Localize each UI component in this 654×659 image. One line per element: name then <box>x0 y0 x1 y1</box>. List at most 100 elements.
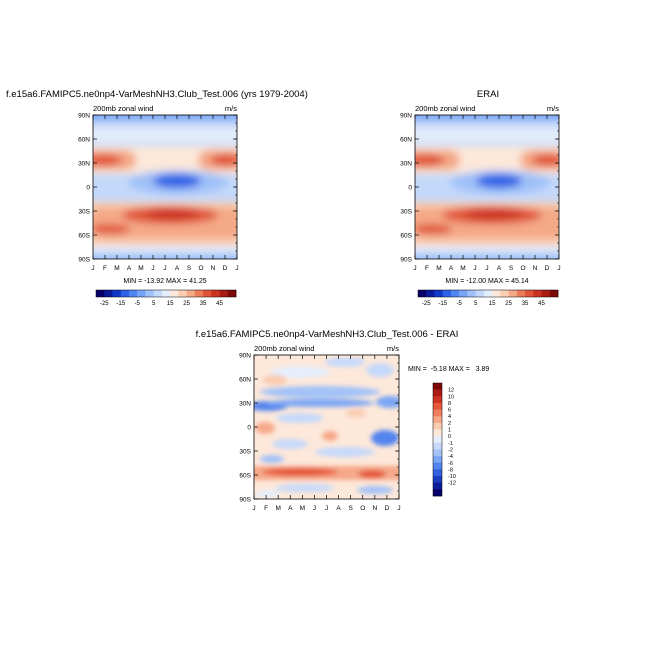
panel-model-sh-jet-core <box>93 224 130 234</box>
colorbar-swatch <box>434 290 444 297</box>
colorbar-label: -10 <box>448 474 456 480</box>
y-tick-label: 30N <box>400 160 412 167</box>
colorbar-label: -15 <box>116 301 125 307</box>
panel-diff: f.e15a6.FAMIPC5.ne0np4-VarMeshNH3.Club_T… <box>196 329 490 512</box>
panel-erai-plot-area <box>415 115 559 259</box>
colorbar-swatch <box>112 290 122 297</box>
y-tick-label: 90S <box>239 496 251 503</box>
panel-model-nh-jet-core <box>93 154 122 166</box>
y-tick-label: 60S <box>78 232 90 239</box>
x-tick-label: S <box>509 265 514 272</box>
colorbar-swatch <box>153 290 163 297</box>
y-tick-label: 60S <box>400 232 412 239</box>
colorbar-label: 15 <box>167 301 174 307</box>
x-tick-label: S <box>348 505 353 512</box>
colorbar-swatch <box>104 290 113 297</box>
y-tick-label: 0 <box>408 184 412 191</box>
y-tick-label: 0 <box>247 424 251 431</box>
colorbar-label: 10 <box>448 394 454 400</box>
x-tick-label: A <box>288 505 293 512</box>
colorbar-swatch <box>549 290 559 297</box>
colorbar-swatch <box>145 290 154 297</box>
colorbar-label: 5 <box>474 301 478 307</box>
colorbar-label: 35 <box>522 301 529 307</box>
x-tick-label: J <box>252 505 255 512</box>
x-tick-label: J <box>485 265 488 272</box>
colorbar-label: 6 <box>448 408 451 414</box>
panel-model-sh-jet-max <box>146 209 198 219</box>
y-tick-label: 60N <box>239 376 251 383</box>
panel-erai-nh-jet-core <box>415 154 445 166</box>
panel-diff-anomaly <box>255 422 275 434</box>
panel-erai-band <box>415 246 559 255</box>
panel-model-field <box>93 115 237 259</box>
x-tick-label: M <box>114 265 119 272</box>
colorbar-swatch <box>178 290 187 297</box>
colorbar-frame <box>417 289 559 298</box>
panel-model-stats: MIN = -13.92 MAX = 41.25 <box>123 278 206 285</box>
panel-diff-anomaly <box>315 447 375 457</box>
x-tick-label: A <box>127 265 132 272</box>
y-tick-label: 90N <box>78 112 90 119</box>
colorbar-swatch <box>186 290 196 297</box>
x-tick-label: J <box>325 505 328 512</box>
colorbar-swatch <box>508 290 518 297</box>
colorbar-label: -25 <box>100 301 109 307</box>
colorbar-swatch <box>227 290 237 297</box>
colorbar-swatch <box>433 409 442 417</box>
y-tick-label: 0 <box>86 184 90 191</box>
colorbar-swatch <box>433 416 442 424</box>
y-tick-label: 90N <box>239 352 251 359</box>
panel-erai-subtitle-left: 200mb zonal wind <box>415 104 475 113</box>
colorbar-swatch <box>426 290 435 297</box>
panel-erai-nh-jet-core <box>532 154 559 166</box>
panel-diff-anomaly <box>371 430 399 446</box>
colorbar-label: 1 <box>448 428 451 434</box>
panel-model-colorbar: -25 -15 -5 5 15 25 35 45 <box>95 289 237 307</box>
x-tick-label: O <box>360 505 365 512</box>
colorbar-label: -1 <box>448 441 453 447</box>
x-tick-label: F <box>425 265 429 272</box>
x-tick-label: N <box>211 265 216 272</box>
x-tick-label: J <box>313 505 316 512</box>
y-tick-label: 60S <box>239 472 251 479</box>
colorbar-label: 45 <box>538 301 545 307</box>
panel-diff-stats: MIN = -5.18 MAX = 3.89 <box>408 366 489 373</box>
panel-model: f.e15a6.FAMIPC5.ne0np4-VarMeshNH3.Club_T… <box>6 89 308 307</box>
x-tick-label: F <box>264 505 268 512</box>
x-tick-label: J <box>397 505 400 512</box>
panel-erai-sh-jet-max <box>466 209 522 219</box>
colorbar-swatch <box>120 290 130 297</box>
colorbar-swatch <box>433 462 442 470</box>
colorbar-swatch <box>433 489 442 497</box>
colorbar-swatch <box>475 290 485 297</box>
colorbar-label: 15 <box>489 301 496 307</box>
colorbar-label: -25 <box>422 301 431 307</box>
colorbar-swatch <box>433 422 442 430</box>
colorbar-label: 4 <box>448 414 451 420</box>
panel-diff-anomaly <box>275 484 335 492</box>
colorbar-swatch <box>450 290 460 297</box>
panel-model-band <box>93 246 237 255</box>
x-tick-label: M <box>138 265 143 272</box>
panel-diff-anomaly <box>276 413 324 423</box>
panel-model-subtitle-left: 200mb zonal wind <box>93 104 153 113</box>
y-tick-label: 90S <box>400 256 412 263</box>
x-tick-label: J <box>473 265 476 272</box>
panel-model-easterlies-core <box>153 174 201 188</box>
colorbar-label: 25 <box>505 301 512 307</box>
x-tick-label: A <box>449 265 454 272</box>
panel-model-band <box>93 128 237 142</box>
colorbar-swatch <box>467 290 476 297</box>
y-tick-label: 60N <box>78 136 90 143</box>
panel-diff-anomaly <box>346 409 366 417</box>
y-tick-label: 30S <box>239 448 251 455</box>
colorbar-label: 45 <box>216 301 223 307</box>
colorbar-label: 8 <box>448 401 451 407</box>
colorbar-frame <box>432 382 443 497</box>
x-tick-label: M <box>300 505 305 512</box>
colorbar-swatch <box>433 429 442 437</box>
